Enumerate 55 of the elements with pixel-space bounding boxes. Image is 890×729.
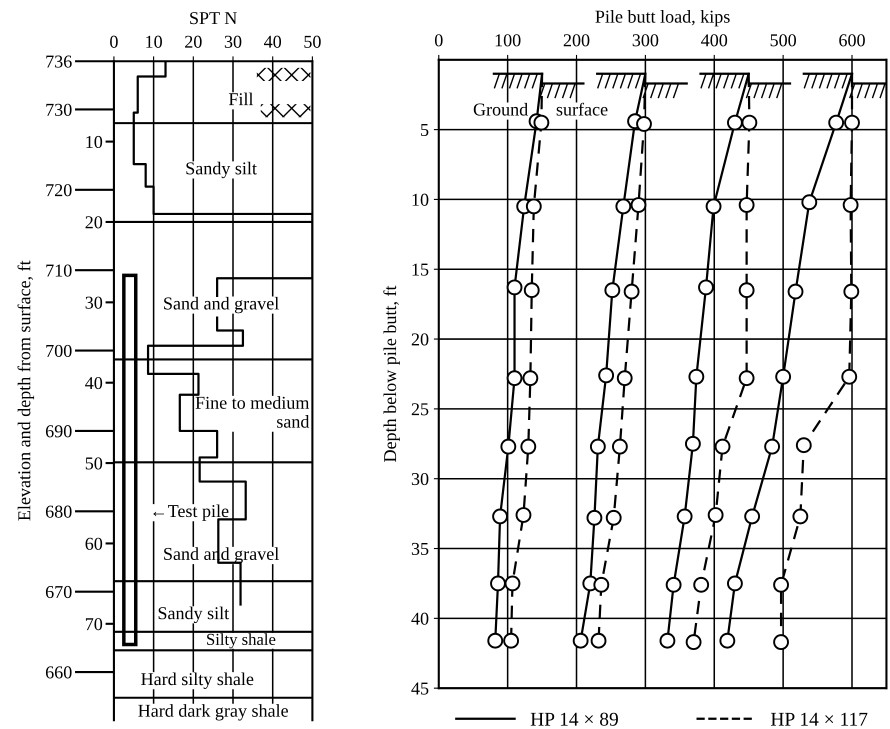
y2-tick-label: 30 xyxy=(86,296,102,309)
y2-tick-label: 40 xyxy=(85,376,102,390)
annotation: Hard dark gray shale xyxy=(138,704,288,721)
y-tick-label: 20 xyxy=(412,333,428,346)
x-tick-label: 10 xyxy=(146,36,162,48)
y2-tick-label: 20 xyxy=(86,216,102,228)
y-tick-label: 660 xyxy=(46,666,72,678)
y-tick-label: 720 xyxy=(46,184,72,196)
y-tick-label: 680 xyxy=(46,506,72,518)
y-tick-label: 30 xyxy=(412,472,428,486)
y-axis-title: Elevation and depth from surface, ft xyxy=(18,260,34,521)
x-tick-label: 100 xyxy=(496,34,520,46)
annotation: Ground xyxy=(474,102,528,116)
x-tick-label: 600 xyxy=(839,34,865,46)
y-tick-label: 5 xyxy=(421,124,428,136)
annotation: Hard silty shale xyxy=(141,672,254,689)
annotation: Sandy silt xyxy=(186,162,257,178)
y2-tick-label: 60 xyxy=(86,538,102,550)
annotation: Fine to medium sand xyxy=(196,396,310,428)
y-tick-label: 40 xyxy=(411,612,428,625)
y-tick-label: 45 xyxy=(411,682,428,695)
y-tick-label: 25 xyxy=(412,403,428,416)
annotation: Silty shale xyxy=(207,633,276,648)
y2-tick-label: 70 xyxy=(86,618,102,630)
y-tick-label: 670 xyxy=(46,586,72,598)
annotation: Sandy silt xyxy=(158,606,230,624)
y-tick-label: 710 xyxy=(46,264,72,277)
x-axis-title: SPT N xyxy=(190,12,237,24)
y-tick-label: 35 xyxy=(412,542,428,555)
x-tick-label: 20 xyxy=(185,36,202,48)
y2-tick-label: 10 xyxy=(86,136,102,148)
annotation: Fill xyxy=(228,92,254,106)
x-tick-label: 50 xyxy=(304,36,321,48)
y2-tick-label: 50 xyxy=(86,457,102,470)
annotation: ←Test pile xyxy=(153,504,228,521)
y-tick-label: 10 xyxy=(412,194,428,206)
x-tick-label: 500 xyxy=(770,34,796,46)
x-tick-label: 400 xyxy=(701,34,728,46)
annotation: Sand and gravel xyxy=(164,296,279,314)
x-axis-title: Pile butt load, kips xyxy=(595,10,730,26)
x-tick-label: 0 xyxy=(110,36,118,48)
y-tick-label: 730 xyxy=(46,104,72,116)
x-tick-label: 200 xyxy=(564,34,590,46)
y-tick-label: 690 xyxy=(46,425,72,438)
annotation: surface xyxy=(556,102,608,116)
x-tick-label: 0 xyxy=(434,34,443,46)
x-tick-label: 40 xyxy=(264,36,282,48)
y-tick-label: 15 xyxy=(412,264,428,276)
x-tick-label: 30 xyxy=(224,36,242,48)
x-tick-label: 300 xyxy=(632,34,658,46)
y-axis-title: Depth below pile butt, ft xyxy=(383,286,400,462)
y-tick-label: 736 xyxy=(46,56,72,68)
legend-label: HP 14 × 89 xyxy=(530,712,618,726)
legend-label: HP 14 × 117 xyxy=(770,712,868,726)
y-tick-label: 700 xyxy=(46,344,72,357)
